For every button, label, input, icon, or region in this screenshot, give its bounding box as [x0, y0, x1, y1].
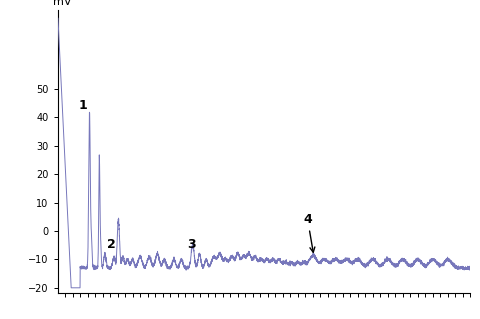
Text: 2: 2 — [107, 238, 116, 251]
Text: 1: 1 — [79, 99, 87, 112]
Text: 4: 4 — [303, 212, 315, 252]
Text: 3: 3 — [187, 238, 195, 251]
Text: mV: mV — [53, 0, 72, 7]
